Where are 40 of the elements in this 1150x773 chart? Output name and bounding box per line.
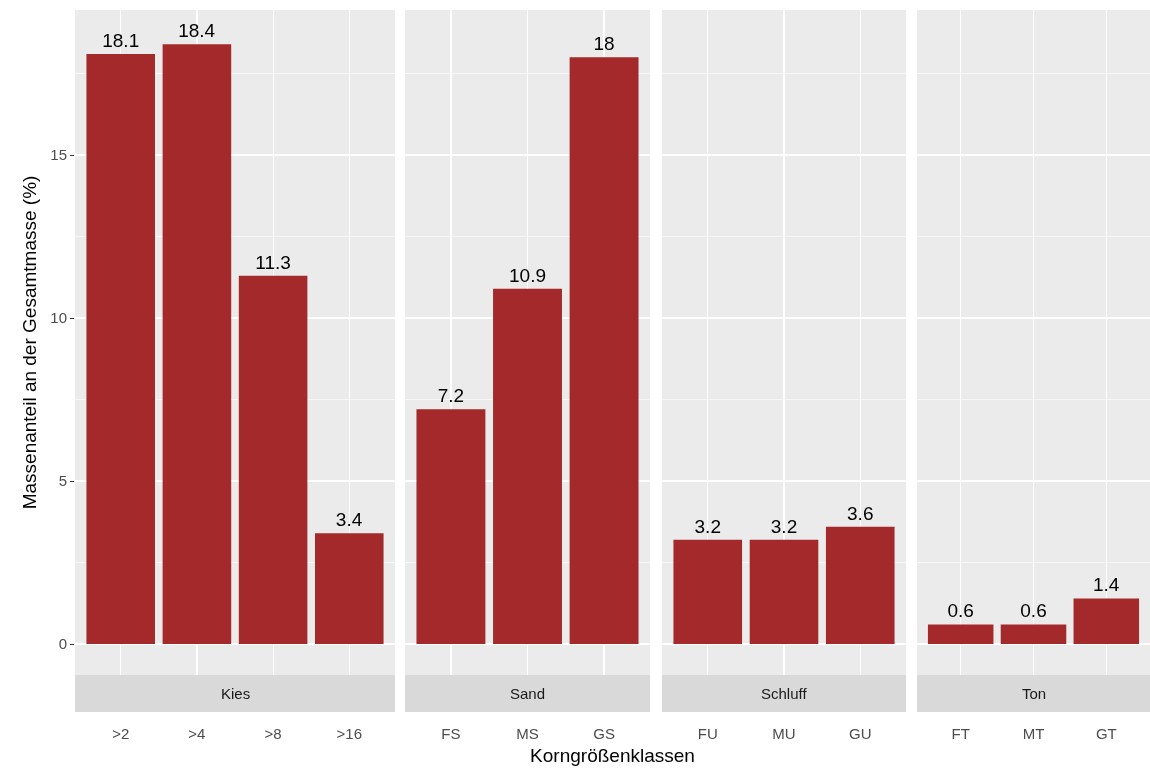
- data-label: 18.4: [178, 20, 216, 42]
- x-tick-label: MT: [1022, 725, 1045, 742]
- bar: [86, 54, 155, 645]
- x-tick-label: >8: [264, 725, 282, 742]
- x-tick-label: >16: [336, 725, 363, 742]
- data-label: 7.2: [437, 385, 465, 407]
- data-label: 10.9: [509, 264, 546, 286]
- x-tick-label: GT: [1095, 725, 1117, 742]
- x-tick-label: FS: [441, 725, 461, 742]
- text: Kies: [221, 685, 251, 702]
- x-tick-label: GU: [849, 725, 872, 742]
- y-tick-label: 10: [50, 309, 67, 327]
- data-label: 3.4: [335, 509, 363, 531]
- text: Sand: [510, 685, 546, 702]
- x-tick-label: MS: [516, 725, 539, 742]
- data-label: 3.6: [847, 502, 874, 524]
- x-tick-label: MU: [772, 725, 796, 742]
- data-label: 0.6: [1020, 600, 1047, 622]
- bar: [162, 44, 232, 645]
- text: Schluff: [761, 685, 808, 702]
- y-tick-label: 15: [50, 146, 67, 164]
- y-tick-label: 0: [58, 635, 67, 653]
- x-tick-label: FU: [697, 725, 718, 742]
- y-tick-label: 5: [58, 472, 67, 490]
- data-label: 18.1: [102, 30, 140, 52]
- data-label: 11.3: [255, 251, 291, 273]
- data-label: 18: [593, 33, 615, 55]
- x-tick-label: FT: [951, 725, 970, 742]
- bar: [315, 533, 384, 645]
- data-label: 3.2: [770, 515, 798, 537]
- x-tick-label: >2: [112, 725, 130, 742]
- bar: [238, 275, 308, 645]
- y-axis-title: Massenanteil an der Gesamtmasse (%): [19, 175, 41, 510]
- data-label: 1.4: [1092, 574, 1120, 596]
- x-tick-label: >4: [188, 725, 206, 742]
- data-label: 3.2: [694, 515, 721, 537]
- x-tick-label: GS: [593, 725, 615, 742]
- data-label: 0.6: [947, 600, 974, 622]
- x-axis-title: Korngrößenklassen: [529, 745, 696, 767]
- text: Ton: [1022, 685, 1047, 702]
